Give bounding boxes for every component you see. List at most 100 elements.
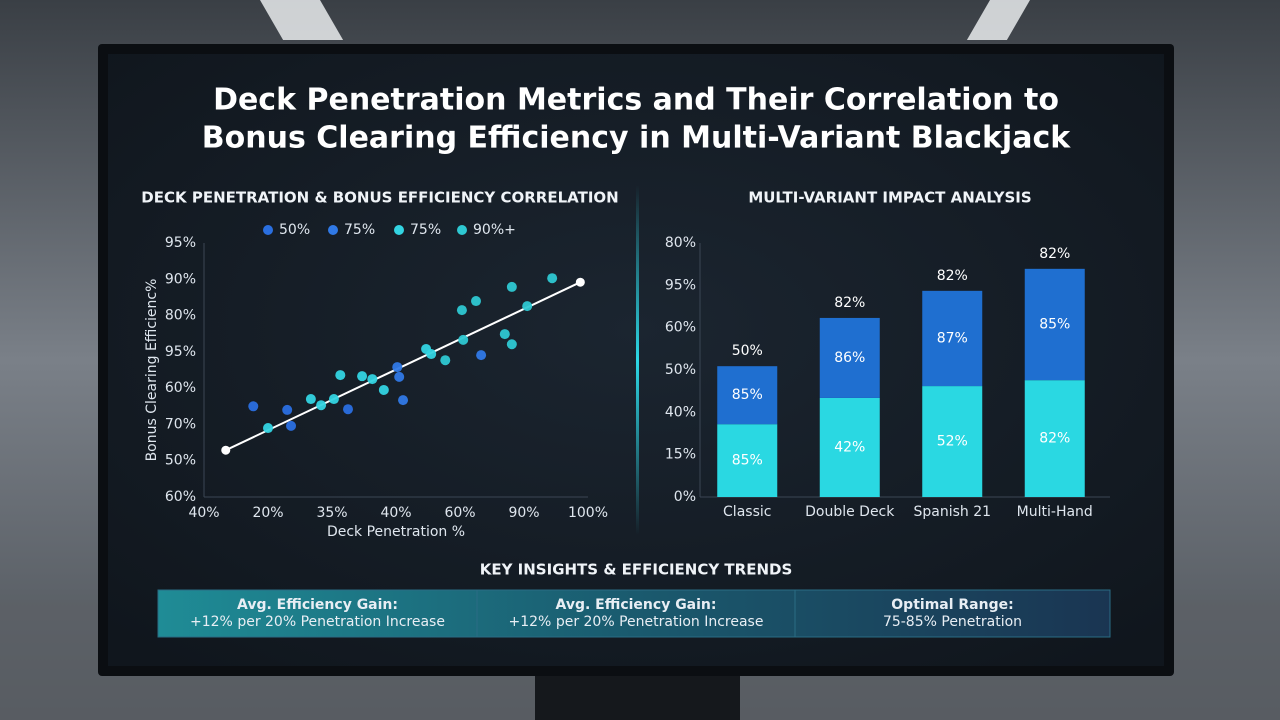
total-label: 50% bbox=[732, 343, 763, 359]
point bbox=[476, 350, 487, 361]
trend-end bbox=[575, 277, 585, 287]
box-heading: Optimal Range: bbox=[891, 597, 1013, 613]
x-axis-label: Deck Penetration % bbox=[327, 524, 465, 540]
legend-marker bbox=[394, 225, 404, 235]
point bbox=[248, 401, 259, 412]
x-tick-label: 35% bbox=[316, 505, 347, 521]
point bbox=[328, 394, 339, 405]
y-tick-label: 95% bbox=[165, 235, 196, 251]
x-tick-label: 40% bbox=[380, 505, 411, 521]
bar-segment bbox=[819, 397, 880, 497]
point bbox=[547, 273, 558, 284]
point bbox=[440, 355, 451, 366]
point bbox=[263, 423, 273, 434]
y-axis-label: Bonus Clearing Efficienc% bbox=[144, 279, 160, 462]
point bbox=[426, 349, 437, 360]
total-label: 82% bbox=[834, 295, 865, 311]
total-label: 82% bbox=[937, 268, 968, 284]
title-line: Deck Penetration Metrics and Their Corre… bbox=[213, 83, 1059, 118]
y-tick-label: 90% bbox=[165, 271, 196, 287]
y-tick-label: 50% bbox=[665, 362, 696, 378]
point bbox=[282, 404, 293, 415]
x-tick-label: 90% bbox=[508, 505, 539, 521]
y-tick-label: 0% bbox=[674, 489, 696, 505]
trend-end bbox=[221, 445, 231, 455]
segment-label: 52% bbox=[937, 434, 968, 450]
point bbox=[394, 371, 405, 382]
legend-marker bbox=[263, 225, 273, 235]
point bbox=[305, 394, 316, 405]
point bbox=[456, 305, 467, 316]
bar-segment bbox=[922, 290, 983, 387]
y-tick-label: 60% bbox=[165, 489, 196, 505]
y-tick-label: 60% bbox=[165, 380, 196, 396]
point bbox=[343, 404, 353, 415]
y-tick-label: 40% bbox=[665, 404, 696, 420]
insights-bar bbox=[157, 589, 1111, 638]
y-tick-label: 50% bbox=[165, 453, 196, 469]
x-tick-label: Multi-Hand bbox=[1017, 504, 1093, 520]
point bbox=[398, 395, 409, 406]
point bbox=[522, 301, 533, 312]
segment-label: 85% bbox=[1039, 316, 1070, 332]
box-text: +12% per 20% Penetration Increase bbox=[509, 614, 764, 630]
bar-segment bbox=[922, 386, 983, 497]
legend-marker bbox=[328, 225, 338, 235]
y-tick-label: 70% bbox=[165, 416, 196, 432]
x-tick-label: Spanish 21 bbox=[913, 504, 991, 520]
divider bbox=[636, 185, 639, 535]
monitor-stand bbox=[535, 670, 740, 720]
y-tick-label: 95% bbox=[665, 277, 696, 293]
legend-marker bbox=[457, 225, 467, 235]
bar-segment bbox=[717, 366, 778, 425]
box-text: +12% per 20% Penetration Increase bbox=[190, 614, 445, 630]
legend-label: 75% bbox=[344, 222, 375, 238]
x-tick-label: 20% bbox=[252, 505, 283, 521]
box-heading: Avg. Efficiency Gain: bbox=[555, 597, 716, 613]
point bbox=[316, 400, 327, 411]
point bbox=[506, 339, 517, 350]
point bbox=[499, 329, 510, 340]
legend-label: 90%+ bbox=[473, 222, 516, 238]
segment-label: 85% bbox=[732, 453, 763, 469]
y-tick-label: 80% bbox=[165, 308, 196, 324]
y-tick-label: 80% bbox=[665, 235, 696, 251]
chart-title: MULTI-VARIANT IMPACT ANALYSIS bbox=[748, 189, 1031, 207]
segment-label: 87% bbox=[937, 330, 968, 346]
y-tick-label: 15% bbox=[665, 447, 696, 463]
point bbox=[392, 362, 403, 373]
trend-line bbox=[225, 281, 581, 452]
ceiling-light bbox=[260, 0, 344, 40]
bar-segment bbox=[1024, 380, 1085, 497]
point bbox=[506, 281, 517, 292]
title-line: Bonus Clearing Efficiency in Multi-Varia… bbox=[202, 121, 1071, 156]
point bbox=[286, 420, 297, 431]
total-label: 82% bbox=[1039, 246, 1070, 262]
box-heading: Avg. Efficiency Gain: bbox=[237, 597, 398, 613]
segment-label: 86% bbox=[834, 350, 865, 366]
point bbox=[335, 370, 346, 381]
box-text: 75-85% Penetration bbox=[883, 614, 1022, 630]
point bbox=[357, 371, 368, 382]
bar-segment bbox=[1024, 268, 1085, 381]
point bbox=[367, 374, 378, 385]
chart-title: DECK PENETRATION & BONUS EFFICIENCY CORR… bbox=[141, 189, 618, 207]
legend-label: 50% bbox=[279, 222, 310, 238]
segment-label: 82% bbox=[1039, 431, 1070, 447]
x-tick-label: 60% bbox=[444, 505, 475, 521]
ceiling-light bbox=[966, 0, 1030, 40]
point bbox=[378, 384, 389, 395]
segment-label: 85% bbox=[732, 387, 763, 403]
insights-title: KEY INSIGHTS & EFFICIENCY TRENDS bbox=[480, 561, 793, 579]
bar-segment bbox=[717, 424, 778, 497]
y-tick-label: 60% bbox=[665, 320, 696, 336]
bar-segment bbox=[819, 317, 880, 398]
point bbox=[458, 334, 469, 345]
legend-label: 75% bbox=[410, 222, 441, 238]
y-tick-label: 95% bbox=[165, 344, 196, 360]
segment-label: 42% bbox=[834, 439, 865, 455]
x-tick-label: Classic bbox=[723, 504, 771, 520]
point bbox=[471, 296, 481, 307]
x-tick-label: 100% bbox=[568, 505, 608, 521]
